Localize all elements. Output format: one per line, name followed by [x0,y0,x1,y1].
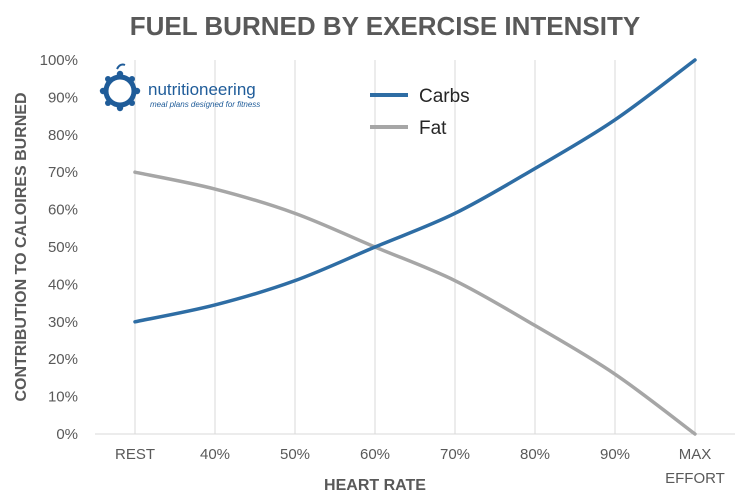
y-tick-label: 70% [48,164,78,181]
legend-label-carbs: Carbs [419,86,470,107]
x-tick-label: 70% [440,446,470,463]
y-tick-label: 80% [48,127,78,144]
y-tick-label: 20% [48,351,78,368]
x-tick-label: MAX EFFORT [665,446,725,487]
x-axis-title: HEART RATE [324,477,426,494]
y-axis-title: CONTRIBUTION TO CALOIRES BURNED [13,92,30,401]
logo-tagline: meal plans designed for fitness [150,100,260,109]
gridlines [134,60,696,434]
series-line-fat [133,170,697,436]
x-tick-label: REST [115,446,155,463]
y-tick-label: 0% [56,426,78,443]
logo-name: nutritioneering [148,80,256,99]
legend: Carbs Fat [370,86,470,139]
x-tick-label: 50% [280,446,310,463]
y-tick-label: 90% [48,89,78,106]
y-tick-label: 30% [48,314,78,331]
x-tick-label: 80% [520,446,550,463]
y-axis-ticks: 0% 10% 20% 30% 40% 50% 60% 70% 80% 90% 100% [40,52,78,443]
y-tick-label: 50% [48,239,78,256]
y-tick-label: 100% [40,52,78,69]
legend-label-fat: Fat [419,118,447,139]
x-tick-label: 60% [360,446,390,463]
y-tick-label: 40% [48,276,78,293]
x-axis-ticks: REST 40% 50% 60% 70% 80% 90% MAX EFFORT [115,446,725,487]
x-tick-label: 90% [600,446,630,463]
series-line-carbs [133,58,697,324]
logo-icon [99,63,141,112]
logo: nutritioneering meal plans designed for … [99,63,260,112]
x-tick-label: 40% [200,446,230,463]
y-tick-label: 60% [48,202,78,219]
y-tick-label: 10% [48,389,78,406]
chart-title: FUEL BURNED BY EXERCISE INTENSITY [130,11,640,41]
series-group [133,58,697,436]
